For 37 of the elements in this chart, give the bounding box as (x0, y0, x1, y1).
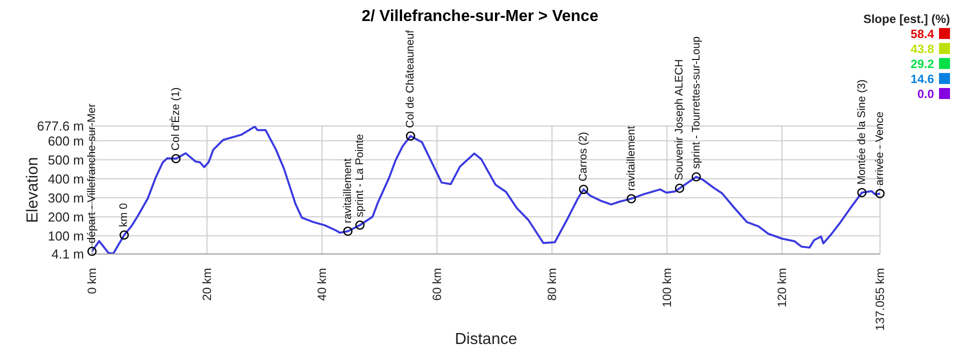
x-tick-label: 80 km (544, 268, 559, 301)
annotation: Souvenir Joseph ALECH (674, 59, 686, 180)
y-tick-label: 600 m (48, 133, 84, 148)
color-bar-label: 43.8 (910, 42, 934, 56)
y-tick-label: 100 m (48, 228, 84, 244)
x-axis-title: Distance (454, 331, 518, 348)
annotation: sprint - La Pointe (354, 134, 366, 218)
y-axis-title: Elevation (24, 157, 42, 223)
color-bar-label: 29.2 (910, 56, 934, 70)
x-tick-label: 100 km (660, 268, 674, 308)
color-bar-label: 0.0 (917, 86, 934, 100)
x-tick-label: 60 km (430, 268, 444, 301)
y-tick-label: 677.6 m (37, 118, 84, 134)
chart-title: 2/ Villefranche-sur-Mer > Vence (362, 8, 598, 25)
annotation: arrivée - Vence (874, 112, 886, 186)
annotation: sprint - Tourrettes-sur-Loup (690, 36, 702, 169)
annotation: Col d'Èze (1) (168, 87, 182, 151)
annotation: départ - Villefranche-sur-Mer (86, 103, 98, 244)
x-tick-label: 20 km (200, 268, 214, 301)
color-bar-title: Slope [est.] (%) (863, 12, 950, 26)
y-tick-label: 4.1 m (51, 246, 84, 262)
color-bar-label: 58.4 (910, 26, 934, 40)
y-tick-label: 300 m (48, 190, 84, 206)
annotation: Carros (2) (578, 132, 590, 182)
x-tick-label: 137.055 km (873, 268, 887, 331)
x-tick-label: 40 km (314, 268, 329, 301)
y-tick-label: 200 m (48, 209, 84, 224)
color-bar-label: 14.6 (910, 72, 934, 86)
annotation: Col de Châteauneuf (404, 29, 417, 128)
annotation: km 0 (118, 203, 130, 228)
annotation: ravitaillement (625, 126, 638, 191)
y-tick-label: 500 m (48, 152, 84, 168)
annotation: ravitaillement (342, 158, 354, 224)
x-tick-label: 120 km (774, 268, 789, 308)
y-tick-label: 400 m (48, 171, 84, 186)
annotation: Montée de la Sine (3) (856, 79, 868, 185)
x-tick-label: 0 km (85, 268, 99, 294)
